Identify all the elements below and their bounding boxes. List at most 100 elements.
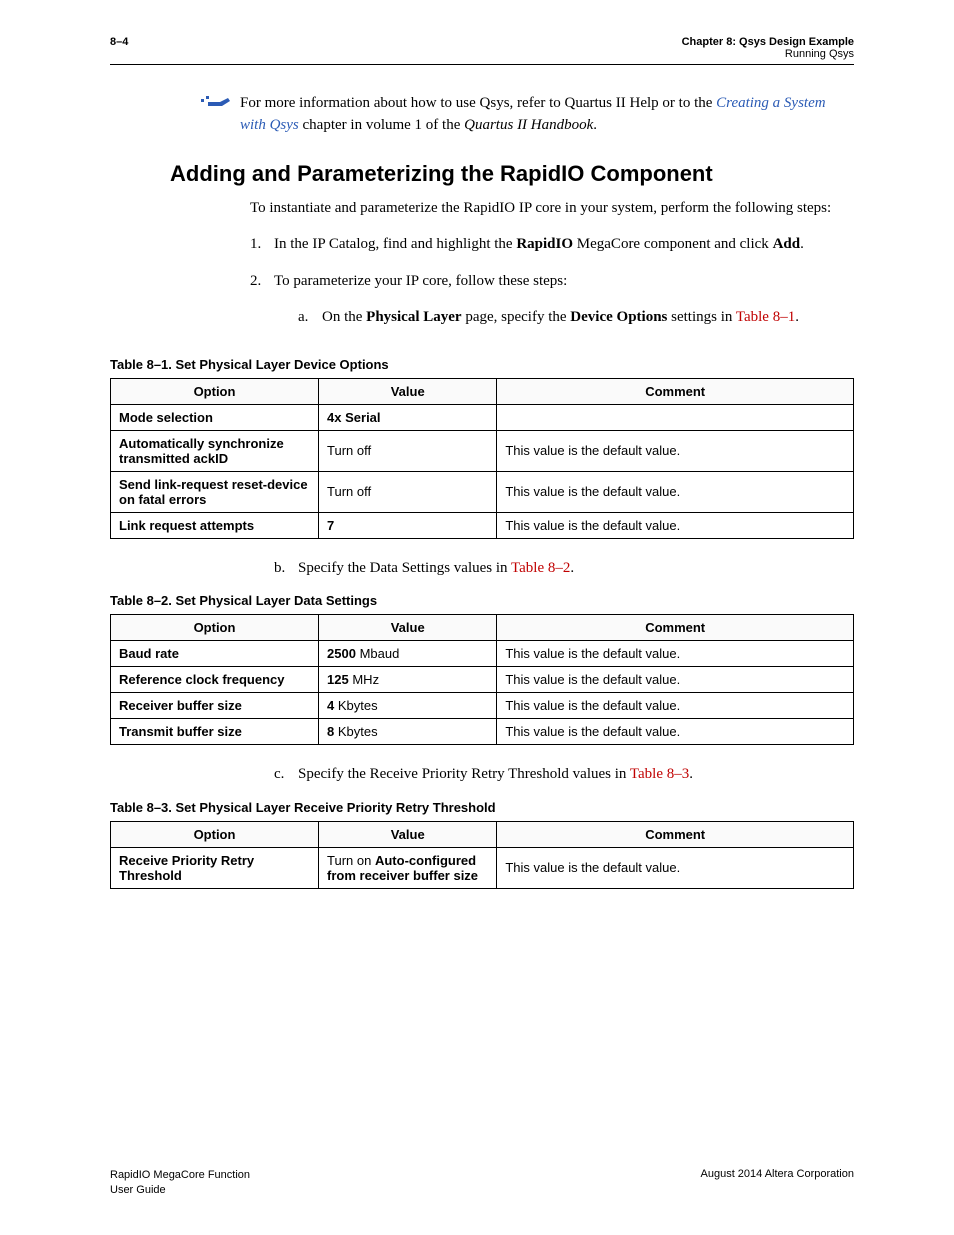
table3-header-row: Option Value Comment xyxy=(111,821,854,847)
s2c-pre: Specify the Receive Priority Retry Thres… xyxy=(298,766,630,782)
step-2-body: To parameterize your IP core, follow the… xyxy=(274,270,854,343)
table-row: Mode selection4x Serial xyxy=(111,404,854,430)
s2a-letter: a. xyxy=(298,306,322,329)
cell-option: Mode selection xyxy=(111,404,319,430)
cell-option: Automatically synchronize transmitted ac… xyxy=(111,430,319,471)
cell-comment: This value is the default value. xyxy=(497,471,854,512)
s2-text: To parameterize your IP core, follow the… xyxy=(274,270,854,293)
step-2c: c. Specify the Receive Priority Retry Th… xyxy=(274,763,854,786)
th-comment: Comment xyxy=(497,378,854,404)
s2a-pre: On the xyxy=(322,309,366,325)
page-footer: RapidIO MegaCore Function User Guide Aug… xyxy=(110,1168,854,1197)
note-post: . xyxy=(593,117,597,133)
th-option: Option xyxy=(111,615,319,641)
note-doc: Quartus II Handbook xyxy=(464,117,593,133)
table-row: Reference clock frequency125 MHzThis val… xyxy=(111,667,854,693)
cell-comment: This value is the default value. xyxy=(497,693,854,719)
cell-value: Turn off xyxy=(319,471,497,512)
note-pre: For more information about how to use Qs… xyxy=(240,95,716,111)
s1-b2: Add xyxy=(773,236,801,252)
th-value: Value xyxy=(319,378,497,404)
s1-b1: RapidIO xyxy=(516,236,573,252)
s2a-ref[interactable]: Table 8–1 xyxy=(736,309,795,325)
footer-right: August 2014 Altera Corporation xyxy=(701,1168,855,1197)
s2b-body: Specify the Data Settings values in Tabl… xyxy=(298,557,854,580)
info-note-text: For more information about how to use Qs… xyxy=(240,93,854,137)
page: 8–4 Chapter 8: Qsys Design Example Runni… xyxy=(0,0,954,1235)
info-icon xyxy=(200,93,240,137)
step-2: 2. To parameterize your IP core, follow … xyxy=(250,270,854,343)
s2c-body: Specify the Receive Priority Retry Thres… xyxy=(298,763,854,786)
note-mid: chapter in volume 1 of the xyxy=(299,117,464,133)
table1: Option Value Comment Mode selection4x Se… xyxy=(110,378,854,539)
cell-value: 2500 Mbaud xyxy=(319,641,497,667)
footer-left: RapidIO MegaCore Function User Guide xyxy=(110,1168,250,1197)
step-1: 1. In the IP Catalog, find and highlight… xyxy=(250,233,854,256)
table3: Option Value Comment Receive Priority Re… xyxy=(110,821,854,889)
table1-header-row: Option Value Comment xyxy=(111,378,854,404)
s2a-mid1: page, specify the xyxy=(462,309,571,325)
header-chapter: Chapter 8: Qsys Design Example xyxy=(682,36,854,48)
table2: Option Value Comment Baud rate2500 Mbaud… xyxy=(110,614,854,745)
cell-option: Send link-request reset-device on fatal … xyxy=(111,471,319,512)
footer-doc-sub: User Guide xyxy=(110,1183,250,1197)
table-row: Link request attempts7This value is the … xyxy=(111,512,854,538)
table3-caption: Table 8–3. Set Physical Layer Receive Pr… xyxy=(110,800,854,815)
cell-option: Reference clock frequency xyxy=(111,667,319,693)
cell-value: Turn off xyxy=(319,430,497,471)
section-heading: Adding and Parameterizing the RapidIO Co… xyxy=(170,161,854,187)
cell-value: 4x Serial xyxy=(319,404,497,430)
cell-option: Baud rate xyxy=(111,641,319,667)
cell-option: Transmit buffer size xyxy=(111,719,319,745)
page-number: 8–4 xyxy=(110,36,128,60)
th-option: Option xyxy=(111,821,319,847)
step-1-num: 1. xyxy=(250,233,274,256)
table2-caption: Table 8–2. Set Physical Layer Data Setti… xyxy=(110,593,854,608)
s2b-pre: Specify the Data Settings values in xyxy=(298,560,511,576)
s2a-post: . xyxy=(795,309,799,325)
table2-header-row: Option Value Comment xyxy=(111,615,854,641)
cell-option: Receiver buffer size xyxy=(111,693,319,719)
cell-comment: This value is the default value. xyxy=(497,430,854,471)
s2a-body: On the Physical Layer page, specify the … xyxy=(322,306,854,329)
s2a-b1: Physical Layer xyxy=(366,309,461,325)
table-row: Transmit buffer size8 KbytesThis value i… xyxy=(111,719,854,745)
table-row: Send link-request reset-device on fatal … xyxy=(111,471,854,512)
s2b-post: . xyxy=(570,560,574,576)
cell-comment xyxy=(497,404,854,430)
s2c-letter: c. xyxy=(274,763,298,786)
step-2-num: 2. xyxy=(250,270,274,343)
header-section: Running Qsys xyxy=(682,48,854,60)
cell-comment: This value is the default value. xyxy=(497,847,854,888)
s2c-post: . xyxy=(689,766,693,782)
s2c-ref[interactable]: Table 8–3 xyxy=(630,766,689,782)
s2a-b2: Device Options xyxy=(570,309,667,325)
intro-text: To instantiate and parameterize the Rapi… xyxy=(250,197,854,220)
table-row: Automatically synchronize transmitted ac… xyxy=(111,430,854,471)
table-row: Baud rate2500 MbaudThis value is the def… xyxy=(111,641,854,667)
header-right: Chapter 8: Qsys Design Example Running Q… xyxy=(682,36,854,60)
cell-option: Receive Priority Retry Threshold xyxy=(111,847,319,888)
step-1-body: In the IP Catalog, find and highlight th… xyxy=(274,233,854,256)
cell-option: Link request attempts xyxy=(111,512,319,538)
footer-doc-title: RapidIO MegaCore Function xyxy=(110,1168,250,1182)
cell-value: 7 xyxy=(319,512,497,538)
th-value: Value xyxy=(319,615,497,641)
table-row: Receive Priority Retry ThresholdTurn on … xyxy=(111,847,854,888)
s2b-ref[interactable]: Table 8–2 xyxy=(511,560,570,576)
cell-comment: This value is the default value. xyxy=(497,641,854,667)
s2a-mid2: settings in xyxy=(667,309,735,325)
th-option: Option xyxy=(111,378,319,404)
step-2a: a. On the Physical Layer page, specify t… xyxy=(298,306,854,329)
page-header: 8–4 Chapter 8: Qsys Design Example Runni… xyxy=(110,36,854,65)
table1-caption: Table 8–1. Set Physical Layer Device Opt… xyxy=(110,357,854,372)
step-2b: b. Specify the Data Settings values in T… xyxy=(274,557,854,580)
cell-value: 125 MHz xyxy=(319,667,497,693)
cell-value: 8 Kbytes xyxy=(319,719,497,745)
s2b-letter: b. xyxy=(274,557,298,580)
cell-comment: This value is the default value. xyxy=(497,719,854,745)
s1-post: . xyxy=(800,236,804,252)
cell-value: 4 Kbytes xyxy=(319,693,497,719)
th-comment: Comment xyxy=(497,821,854,847)
cell-value: Turn on Auto-configured from receiver bu… xyxy=(319,847,497,888)
